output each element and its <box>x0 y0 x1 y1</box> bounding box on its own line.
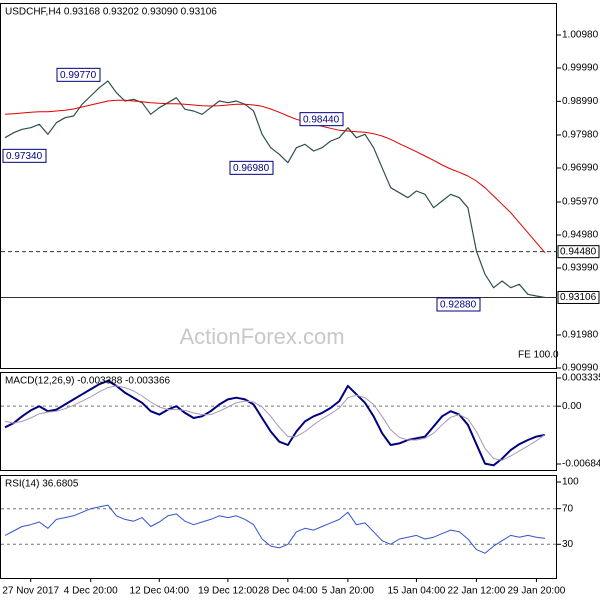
x-tick-label: 28 Dec 04:00 <box>258 586 318 597</box>
price-annotation: 0.97340 <box>6 151 43 162</box>
level-label-box <box>557 245 600 259</box>
y-tick-label: 0.97980 <box>562 130 599 141</box>
x-tick-label: 29 Jan 20:00 <box>508 586 566 597</box>
price-annotation-box <box>436 297 481 312</box>
price-annotation: 0.96980 <box>233 163 270 174</box>
price-annotation: 0.92880 <box>440 300 477 311</box>
panel-title: USDCHF,H4 0.93168 0.93202 0.93090 0.9310… <box>5 7 217 18</box>
x-tick-label: 15 Jan 04:00 <box>388 586 446 597</box>
series-line <box>4 99 546 254</box>
series-line <box>4 379 546 467</box>
price-annotation-box <box>56 67 101 82</box>
x-tick-label: 4 Dec 20:00 <box>64 586 118 597</box>
y-tick-label: 0.91980 <box>562 330 599 341</box>
panel-frame <box>0 372 557 471</box>
y-tick-label: 0.94980 <box>562 230 599 241</box>
y-tick-label: 100 <box>562 477 579 488</box>
price-annotation-box <box>2 148 47 163</box>
y-tick-label: 0.98990 <box>562 96 599 107</box>
x-tick-label: 5 Jan 20:00 <box>322 586 375 597</box>
y-tick-label: 0.003335 <box>562 373 600 384</box>
y-tick-label: 0.95970 <box>562 197 599 208</box>
y-tick-label: 70 <box>562 503 574 514</box>
panel-frame <box>0 3 557 369</box>
price-annotation-box <box>229 160 274 175</box>
price-annotation: 0.99770 <box>60 70 97 81</box>
x-tick-label: 19 Dec 12:00 <box>198 586 258 597</box>
level-label-box <box>557 290 600 304</box>
y-tick-label: 0.00 <box>562 401 582 412</box>
panel-title: MACD(12,26,9) -0.003388 -0.003366 <box>5 376 171 387</box>
panel-title: RSI(14) 36.6805 <box>5 479 79 490</box>
y-tick-label: 1.00980 <box>562 30 599 41</box>
price-annotation-box <box>299 112 344 127</box>
level-label: 0.93106 <box>560 292 597 303</box>
x-tick-label: 12 Dec 04:00 <box>130 586 190 597</box>
y-tick-label: 0.96990 <box>562 163 599 174</box>
y-tick-label: 0.90990 <box>562 363 599 374</box>
y-tick-label: 0.99990 <box>562 63 599 74</box>
y-tick-label: 0.93990 <box>562 263 599 274</box>
watermark: ActionForex.com <box>179 324 344 349</box>
y-tick-label: -0.006843 <box>562 459 600 470</box>
series-line <box>4 504 546 554</box>
y-tick-label: 30 <box>562 539 574 550</box>
level-label: 0.94480 <box>560 246 597 257</box>
price-annotation: 0.98440 <box>303 114 340 125</box>
series-line <box>4 385 546 461</box>
fe-note: FE 100.0 <box>518 350 559 361</box>
panel-frame <box>0 475 557 579</box>
x-tick-label: 27 Nov 2017 <box>2 586 59 597</box>
x-tick-label: 22 Jan 12:00 <box>448 586 506 597</box>
series-line <box>4 80 546 299</box>
